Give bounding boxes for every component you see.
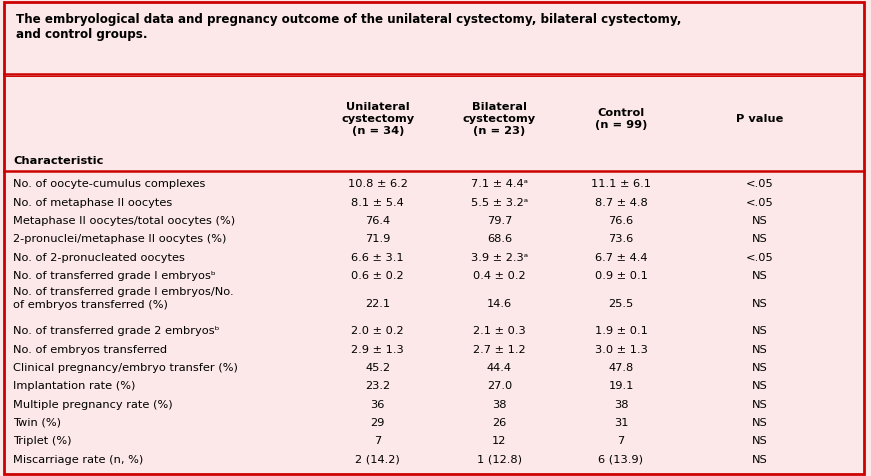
Text: Metaphase II oocytes/total oocytes (%): Metaphase II oocytes/total oocytes (%) xyxy=(13,216,235,226)
Text: Control
(n = 99): Control (n = 99) xyxy=(595,108,647,130)
Text: 11.1 ± 6.1: 11.1 ± 6.1 xyxy=(591,179,651,189)
Text: 29: 29 xyxy=(370,418,385,428)
Text: Unilateral
cystectomy
(n = 34): Unilateral cystectomy (n = 34) xyxy=(341,102,415,136)
Text: 2 (14.2): 2 (14.2) xyxy=(355,455,400,465)
Text: NS: NS xyxy=(752,326,768,336)
Text: 7: 7 xyxy=(618,436,625,446)
Text: 26: 26 xyxy=(492,418,507,428)
Text: NS: NS xyxy=(752,381,768,391)
Text: Multiple pregnancy rate (%): Multiple pregnancy rate (%) xyxy=(13,400,172,410)
Text: NS: NS xyxy=(752,400,768,410)
Text: 1.9 ± 0.1: 1.9 ± 0.1 xyxy=(595,326,647,336)
Text: Twin (%): Twin (%) xyxy=(13,418,61,428)
Text: 6.6 ± 3.1: 6.6 ± 3.1 xyxy=(352,253,404,263)
Text: 1 (12.8): 1 (12.8) xyxy=(477,455,522,465)
Text: 27.0: 27.0 xyxy=(487,381,512,391)
Text: No. of oocyte-cumulus complexes: No. of oocyte-cumulus complexes xyxy=(13,179,206,189)
Text: 31: 31 xyxy=(614,418,628,428)
Text: NS: NS xyxy=(752,271,768,281)
Text: No. of transferred grade 2 embryosᵇ: No. of transferred grade 2 embryosᵇ xyxy=(13,326,219,336)
Text: Bilateral
cystectomy
(n = 23): Bilateral cystectomy (n = 23) xyxy=(463,102,536,136)
Text: 19.1: 19.1 xyxy=(608,381,634,391)
Text: No. of transferred grade I embryos/No.
of embryos transferred (%): No. of transferred grade I embryos/No. o… xyxy=(13,287,233,310)
Text: NS: NS xyxy=(752,363,768,373)
Text: P value: P value xyxy=(736,114,784,124)
Text: NS: NS xyxy=(752,436,768,446)
Text: <.05: <.05 xyxy=(746,253,773,263)
Text: 76.4: 76.4 xyxy=(365,216,390,226)
Text: NS: NS xyxy=(752,298,768,308)
Text: Characteristic: Characteristic xyxy=(13,156,104,166)
Text: 44.4: 44.4 xyxy=(487,363,512,373)
Text: 73.6: 73.6 xyxy=(608,234,633,244)
Text: 0.4 ± 0.2: 0.4 ± 0.2 xyxy=(473,271,526,281)
Text: 47.8: 47.8 xyxy=(608,363,633,373)
Text: 68.6: 68.6 xyxy=(487,234,512,244)
Text: 71.9: 71.9 xyxy=(365,234,390,244)
Text: 7.1 ± 4.4ᵃ: 7.1 ± 4.4ᵃ xyxy=(471,179,528,189)
Text: 2-pronuclei/metaphase II oocytes (%): 2-pronuclei/metaphase II oocytes (%) xyxy=(13,234,226,244)
Text: 23.2: 23.2 xyxy=(365,381,390,391)
Text: 0.6 ± 0.2: 0.6 ± 0.2 xyxy=(352,271,404,281)
FancyBboxPatch shape xyxy=(4,2,864,474)
Text: Miscarriage rate (n, %): Miscarriage rate (n, %) xyxy=(13,455,143,465)
Text: No. of embryos transferred: No. of embryos transferred xyxy=(13,345,167,355)
Text: 79.7: 79.7 xyxy=(487,216,512,226)
Text: NS: NS xyxy=(752,345,768,355)
Text: Clinical pregnancy/embryo transfer (%): Clinical pregnancy/embryo transfer (%) xyxy=(13,363,238,373)
Text: 7: 7 xyxy=(375,436,381,446)
Text: 38: 38 xyxy=(492,400,507,410)
Text: 8.1 ± 5.4: 8.1 ± 5.4 xyxy=(351,198,404,208)
Text: Implantation rate (%): Implantation rate (%) xyxy=(13,381,135,391)
Text: <.05: <.05 xyxy=(746,198,773,208)
Text: 5.5 ± 3.2ᵃ: 5.5 ± 3.2ᵃ xyxy=(471,198,528,208)
Text: The embryological data and pregnancy outcome of the unilateral cystectomy, bilat: The embryological data and pregnancy out… xyxy=(16,13,681,41)
Text: <.05: <.05 xyxy=(746,179,773,189)
Text: 6 (13.9): 6 (13.9) xyxy=(598,455,644,465)
Text: No. of transferred grade I embryosᵇ: No. of transferred grade I embryosᵇ xyxy=(13,271,216,281)
Text: NS: NS xyxy=(752,234,768,244)
Text: 38: 38 xyxy=(614,400,628,410)
Text: 14.6: 14.6 xyxy=(487,298,512,308)
Text: 36: 36 xyxy=(370,400,385,410)
Text: No. of 2-pronucleated oocytes: No. of 2-pronucleated oocytes xyxy=(13,253,185,263)
Text: 76.6: 76.6 xyxy=(609,216,633,226)
Text: 25.5: 25.5 xyxy=(608,298,633,308)
Text: 45.2: 45.2 xyxy=(365,363,390,373)
Text: 10.8 ± 6.2: 10.8 ± 6.2 xyxy=(348,179,408,189)
Text: 3.9 ± 2.3ᵃ: 3.9 ± 2.3ᵃ xyxy=(471,253,528,263)
Text: 3.0 ± 1.3: 3.0 ± 1.3 xyxy=(595,345,647,355)
Text: 6.7 ± 4.4: 6.7 ± 4.4 xyxy=(595,253,647,263)
Text: 22.1: 22.1 xyxy=(365,298,390,308)
Text: Triplet (%): Triplet (%) xyxy=(13,436,71,446)
Text: No. of metaphase II oocytes: No. of metaphase II oocytes xyxy=(13,198,172,208)
Text: NS: NS xyxy=(752,418,768,428)
Text: 2.1 ± 0.3: 2.1 ± 0.3 xyxy=(473,326,526,336)
Text: NS: NS xyxy=(752,216,768,226)
Text: 2.9 ± 1.3: 2.9 ± 1.3 xyxy=(351,345,404,355)
Text: 8.7 ± 4.8: 8.7 ± 4.8 xyxy=(595,198,647,208)
Text: 12: 12 xyxy=(492,436,507,446)
Text: 2.0 ± 0.2: 2.0 ± 0.2 xyxy=(352,326,404,336)
Text: 0.9 ± 0.1: 0.9 ± 0.1 xyxy=(595,271,647,281)
Text: NS: NS xyxy=(752,455,768,465)
Text: 2.7 ± 1.2: 2.7 ± 1.2 xyxy=(473,345,526,355)
